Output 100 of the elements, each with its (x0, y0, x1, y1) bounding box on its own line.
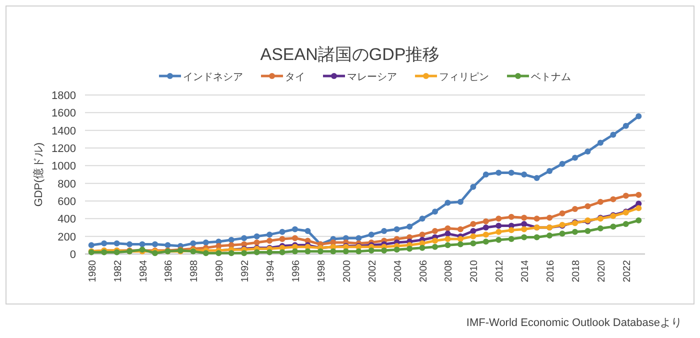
point (381, 247, 388, 254)
x-tick-label: 2010 (469, 260, 480, 282)
point (482, 218, 489, 224)
x-tick-label: 1986 (164, 260, 175, 282)
point (482, 224, 489, 230)
point (444, 200, 451, 206)
point (216, 250, 222, 256)
legend-label: ベトナム (531, 72, 571, 83)
point (610, 196, 616, 202)
point (394, 226, 400, 232)
point (482, 232, 489, 238)
point (572, 206, 578, 212)
point (636, 113, 642, 120)
point (610, 224, 616, 230)
point (546, 168, 553, 174)
point (266, 238, 273, 244)
point (368, 247, 374, 254)
point (496, 228, 502, 235)
point (266, 232, 273, 238)
point (470, 220, 476, 227)
point (470, 184, 476, 190)
point (496, 170, 502, 176)
point (610, 132, 616, 138)
point (279, 236, 286, 242)
y-tick-label: 800 (58, 178, 76, 190)
point (292, 235, 298, 242)
point (482, 172, 489, 178)
x-tick-label: 1980 (87, 260, 98, 282)
x-tick-label: 1988 (189, 260, 200, 282)
point (496, 216, 502, 222)
point (304, 228, 311, 234)
point (432, 244, 438, 250)
point (126, 241, 133, 248)
point (559, 210, 566, 216)
y-axis-title: GDP(億ドル) (32, 142, 45, 207)
point (482, 238, 489, 245)
y-tick-label: 400 (58, 214, 76, 226)
point (508, 227, 514, 234)
legend-label: フィリピン (439, 72, 489, 83)
x-tick-label: 2018 (571, 260, 582, 282)
x-tick-label: 1996 (291, 260, 302, 282)
point (406, 246, 413, 252)
x-tick-label: 2006 (418, 260, 430, 282)
point (572, 228, 578, 235)
point (228, 250, 234, 256)
y-tick-label: 1000 (52, 160, 76, 173)
point (457, 226, 464, 232)
text: IMF-World Economic Outlook Databaseより (466, 317, 682, 329)
point (241, 235, 248, 242)
point (622, 122, 629, 129)
point (317, 248, 324, 254)
point (202, 240, 209, 246)
point (330, 248, 336, 254)
point (622, 220, 629, 227)
x-tick-label: 1984 (138, 260, 150, 282)
point (342, 248, 349, 254)
point (470, 233, 476, 240)
x-tick-label: 1998 (316, 260, 328, 282)
point (584, 203, 591, 210)
x-tick-label: 1994 (266, 260, 277, 282)
chart-title: ASEAN諸国のGDP推移 (260, 45, 440, 64)
x-tick-label: 2000 (342, 260, 353, 282)
point (457, 241, 464, 248)
point (394, 246, 400, 253)
point (636, 192, 642, 198)
point (559, 160, 566, 167)
x-tick-label: 2012 (494, 260, 506, 282)
point (622, 192, 629, 199)
x-tick-label: 2004 (392, 260, 404, 282)
point (279, 249, 286, 256)
point (597, 140, 604, 146)
point (534, 175, 540, 182)
point (636, 205, 642, 212)
point (101, 240, 108, 246)
point (521, 172, 528, 178)
point (521, 214, 528, 221)
point (521, 234, 528, 240)
x-tick-label: 1982 (112, 260, 124, 282)
point (304, 248, 311, 254)
point (190, 240, 196, 246)
point (164, 242, 171, 248)
y-tick-label: 1200 (52, 143, 76, 155)
legend-label: マレーシア (347, 72, 397, 83)
y-tick-label: 1400 (52, 125, 76, 138)
point (368, 232, 374, 238)
point (444, 242, 451, 248)
point (597, 225, 604, 232)
point (356, 248, 362, 254)
point (546, 214, 553, 221)
point (202, 250, 209, 256)
point (534, 234, 540, 240)
point (139, 241, 146, 248)
point (470, 240, 476, 246)
y-tick-label: 1800 (52, 90, 76, 102)
point (254, 233, 260, 240)
point (432, 208, 438, 215)
y-tick-label: 0 (70, 249, 76, 261)
point (356, 235, 362, 242)
point (114, 240, 120, 246)
point (496, 222, 502, 229)
